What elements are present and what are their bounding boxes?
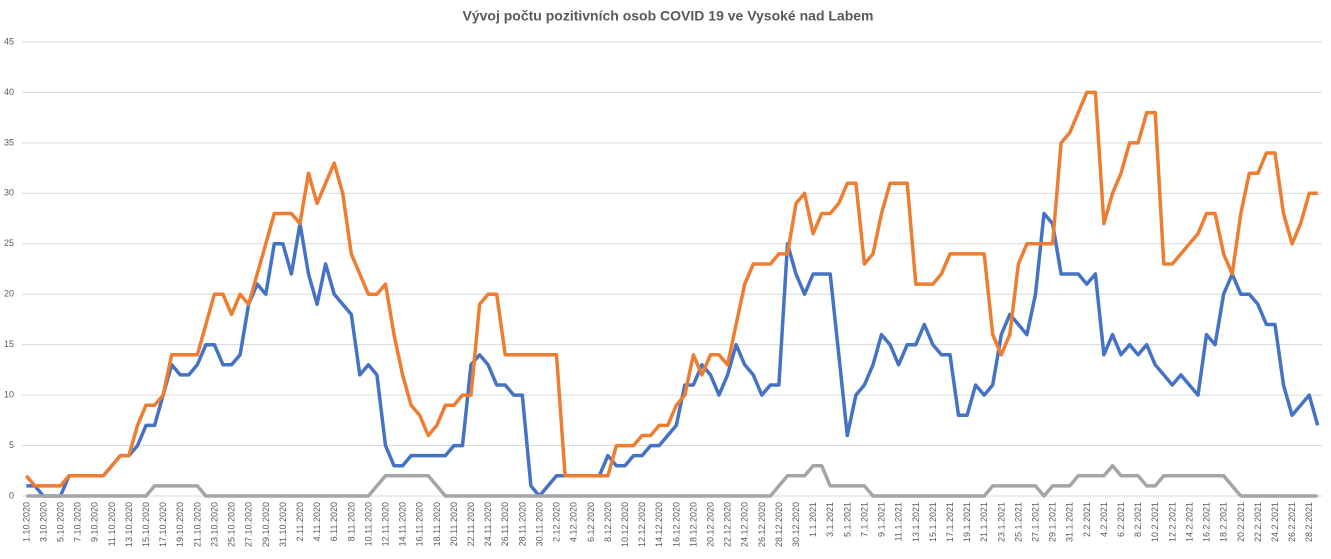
x-tick-label: 14.12.2020 xyxy=(654,502,664,547)
x-tick-label: 6.11.2020 xyxy=(329,502,339,541)
y-tick-label: 35 xyxy=(4,137,14,147)
x-tick-label: 16.12.2020 xyxy=(671,502,681,547)
x-tick-label: 7.1.2021 xyxy=(859,502,869,537)
x-tick-label: 1.1.2021 xyxy=(808,502,818,537)
x-tick-label: 13.10.2020 xyxy=(124,502,134,547)
x-tick-label: 16.11.2020 xyxy=(415,502,425,546)
x-tick-label: 19.1.2021 xyxy=(962,502,972,542)
x-tick-label: 27.1.2021 xyxy=(1030,502,1040,542)
y-tick-label: 25 xyxy=(4,238,14,248)
x-tick-label: 2.2.2021 xyxy=(1082,502,1092,537)
x-tick-label: 13.1.2021 xyxy=(911,502,921,542)
x-tick-label: 12.12.2020 xyxy=(637,502,647,547)
x-tick-label: 18.2.2021 xyxy=(1219,502,1229,542)
x-tick-label: 8.12.2020 xyxy=(603,502,613,542)
x-tick-label: 10.11.2020 xyxy=(363,502,373,546)
chart-title: Vývoj počtu pozitivních osob COVID 19 ve… xyxy=(462,8,873,24)
x-tick-label: 2.12.2020 xyxy=(552,502,562,542)
x-tick-label: 29.1.2021 xyxy=(1048,502,1058,542)
x-tick-label: 24.2.2021 xyxy=(1270,502,1280,542)
x-tick-label: 1.10.2020 xyxy=(21,502,31,542)
series-line xyxy=(26,211,1320,498)
x-tick-label: 22.11.2020 xyxy=(466,502,476,546)
y-tick-label: 10 xyxy=(4,389,14,399)
x-tick-label: 19.10.2020 xyxy=(175,502,185,547)
series-line xyxy=(24,90,1318,488)
y-tick-label: 45 xyxy=(4,36,14,46)
x-tick-label: 27.10.2020 xyxy=(244,502,254,547)
x-tick-label: 10.12.2020 xyxy=(620,502,630,547)
x-tick-label: 18.11.2020 xyxy=(432,502,442,546)
x-tick-label: 20.11.2020 xyxy=(449,502,459,546)
x-tick-label: 26.11.2020 xyxy=(500,502,510,546)
x-tick-label: 3.10.2020 xyxy=(38,502,48,542)
x-tick-label: 9.10.2020 xyxy=(90,502,100,542)
x-tick-label: 14.11.2020 xyxy=(398,502,408,546)
y-tick-label: 5 xyxy=(9,440,14,450)
x-tick-label: 4.12.2020 xyxy=(569,502,579,542)
x-tick-label: 31.10.2020 xyxy=(278,502,288,547)
x-tick-label: 24.11.2020 xyxy=(483,502,493,546)
x-tick-label: 22.12.2020 xyxy=(723,502,733,547)
x-tick-label: 2.11.2020 xyxy=(295,502,305,541)
x-tick-label: 31.1.2021 xyxy=(1065,502,1075,542)
x-tick-label: 3.1.2021 xyxy=(825,502,835,537)
x-tick-label: 12.11.2020 xyxy=(380,502,390,546)
x-tick-label: 15.10.2020 xyxy=(141,502,151,547)
x-tick-label: 16.2.2021 xyxy=(1202,502,1212,542)
y-tick-label: 0 xyxy=(9,490,14,500)
y-tick-label: 15 xyxy=(4,339,14,349)
x-tick-label: 28.12.2020 xyxy=(774,502,784,547)
y-tick-label: 30 xyxy=(4,188,14,198)
x-tick-label: 26.12.2020 xyxy=(757,502,767,547)
x-tick-label: 25.10.2020 xyxy=(227,502,237,547)
y-tick-label: 40 xyxy=(4,87,14,97)
x-tick-label: 11.1.2021 xyxy=(894,502,904,541)
x-tick-label: 5.1.2021 xyxy=(842,502,852,537)
x-tick-label: 20.2.2021 xyxy=(1236,502,1246,542)
x-tick-label: 29.10.2020 xyxy=(261,502,271,547)
x-tick-label: 6.12.2020 xyxy=(586,502,596,542)
x-tick-label: 14.2.2021 xyxy=(1184,502,1194,542)
x-tick-label: 5.10.2020 xyxy=(55,502,65,542)
x-tick-label: 17.10.2020 xyxy=(158,502,168,547)
x-tick-label: 28.11.2020 xyxy=(517,502,527,546)
x-tick-label: 7.10.2020 xyxy=(73,502,83,542)
x-tick-label: 25.1.2021 xyxy=(1013,502,1023,542)
x-tick-label: 8.11.2020 xyxy=(346,502,356,541)
x-tick-label: 8.2.2021 xyxy=(1133,502,1143,537)
x-tick-label: 15.1.2021 xyxy=(928,502,938,542)
x-tick-label: 17.1.2021 xyxy=(945,502,955,542)
x-tick-label: 12.2.2021 xyxy=(1167,502,1177,542)
x-tick-label: 22.2.2021 xyxy=(1253,502,1263,542)
x-tick-label: 30.12.2020 xyxy=(791,502,801,547)
y-tick-label: 20 xyxy=(4,289,14,299)
x-tick-label: 24.12.2020 xyxy=(740,502,750,547)
x-tick-label: 9.1.2021 xyxy=(877,502,887,537)
x-tick-label: 28.2.2021 xyxy=(1304,502,1314,542)
x-tick-label: 18.12.2020 xyxy=(688,502,698,547)
x-tick-label: 23.10.2020 xyxy=(209,502,219,547)
x-tick-label: 21.1.2021 xyxy=(979,502,989,542)
x-tick-label: 4.11.2020 xyxy=(312,502,322,541)
x-tick-label: 23.1.2021 xyxy=(996,502,1006,542)
x-tick-label: 21.10.2020 xyxy=(192,502,202,547)
series-line xyxy=(26,463,1318,498)
x-tick-label: 26.2.2021 xyxy=(1287,502,1297,542)
x-tick-label: 11.10.2020 xyxy=(107,502,117,546)
x-tick-label: 6.2.2021 xyxy=(1116,502,1126,537)
x-tick-label: 20.12.2020 xyxy=(705,502,715,547)
x-tick-label: 10.2.2021 xyxy=(1150,502,1160,542)
x-tick-label: 30.11.2020 xyxy=(534,502,544,546)
x-tick-label: 4.2.2021 xyxy=(1099,502,1109,537)
